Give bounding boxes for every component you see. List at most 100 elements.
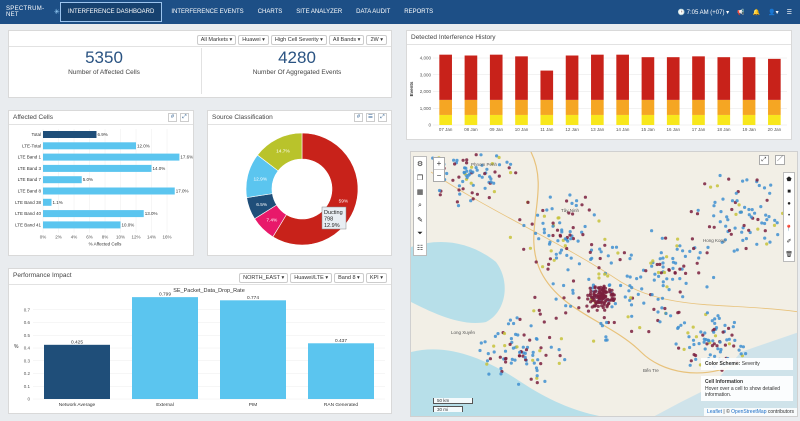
bell-icon[interactable]: 🔔	[752, 9, 761, 16]
cell-marker	[588, 250, 592, 254]
bar-segment-high	[616, 54, 629, 100]
cell-marker	[704, 338, 708, 342]
severity-filter[interactable]: High Cell Severity ▾	[270, 35, 327, 45]
slice-label: 59%	[339, 199, 349, 205]
slice-label: 14.7%	[276, 148, 290, 154]
perf-band-filter[interactable]: Band 8 ▾	[334, 273, 364, 283]
tech-filter[interactable]: Huawei/LTE ▾	[290, 273, 333, 283]
cell-marker	[555, 228, 560, 232]
map-canvas[interactable]: Hong Kong Phnom Penh Long Xuyên Tây Ninh Bến…	[411, 152, 798, 417]
cell-marker	[690, 237, 694, 241]
osm-link[interactable]: OpenStreetMap	[731, 409, 767, 415]
rectangle-icon[interactable]: ■	[787, 189, 791, 195]
announcement-icon[interactable]: 📢	[737, 9, 745, 16]
cell-marker	[517, 382, 521, 386]
cell-marker	[503, 344, 507, 348]
cell-marker	[592, 213, 596, 217]
zoom-in-button[interactable]: +	[436, 159, 442, 168]
x-tick-label: 8%	[102, 235, 109, 240]
cell-marker	[724, 224, 728, 228]
cell-marker	[563, 358, 567, 362]
affected-cells-title: Affected Cells	[13, 114, 53, 121]
bar-segment-high	[540, 70, 554, 100]
cell-marker	[636, 292, 640, 296]
nav-site-analyzer[interactable]: SITE ANALYZER	[296, 9, 343, 15]
polygon-icon[interactable]: ⬟	[786, 177, 792, 183]
cell-marker	[658, 320, 662, 324]
band-filter[interactable]: All Bands ▾	[328, 35, 365, 45]
y-tick-label: 4,000	[420, 56, 432, 61]
edit-icon[interactable]: ✐	[786, 239, 792, 245]
cell-marker	[674, 342, 678, 346]
hash-icon[interactable]: #	[354, 113, 363, 122]
nav-interference-events[interactable]: INTERFERENCE EVENTS	[171, 9, 244, 15]
kpi-filter[interactable]: KPI ▾	[365, 273, 387, 283]
x-tick-label: PIM	[249, 402, 258, 408]
slice-label: 12.9%	[254, 176, 268, 182]
hash-icon[interactable]: #	[168, 113, 177, 122]
cell-marker	[522, 247, 526, 251]
bar-segment-low	[464, 114, 478, 125]
circle-icon[interactable]: ●	[787, 201, 791, 207]
circle-marker-icon[interactable]: •	[787, 213, 791, 219]
draw-line-icon[interactable]: ／	[775, 155, 785, 165]
cell-marker	[607, 301, 611, 305]
cell-marker	[455, 200, 459, 204]
color-scheme-legend[interactable]: Color Scheme: Severity	[701, 358, 793, 370]
cell-marker	[548, 335, 552, 340]
bar-category-label: LTE Band 1	[18, 155, 42, 160]
clock-display[interactable]: 🕒 7:05 AM (+07) ▾	[677, 9, 730, 16]
menu-icon[interactable]: ☰	[786, 9, 792, 16]
cell-marker	[595, 308, 599, 312]
cell-marker	[739, 344, 743, 348]
expand-icon[interactable]: ⤢	[378, 113, 387, 122]
nav-interference-dashboard[interactable]: INTERFERENCE DASHBOARD	[60, 2, 163, 22]
cell-marker	[757, 183, 761, 188]
expand-icon[interactable]: ⤢	[180, 113, 189, 122]
zoom-out-button[interactable]: −	[434, 169, 444, 181]
trash-icon[interactable]: 🗑	[785, 252, 793, 258]
leaflet-link[interactable]: Leaflet	[707, 409, 723, 415]
cell-map[interactable]: Hong Kong Phnom Penh Long Xuyên Tây Ninh Bến…	[410, 151, 798, 417]
cell-info-text: Hover over a cell to show detailed infor…	[705, 386, 781, 398]
region-filter[interactable]: NORTH_EAST ▾	[239, 273, 289, 283]
cell-marker	[497, 155, 501, 160]
cell-marker	[727, 177, 731, 181]
cell-marker	[598, 247, 602, 251]
layers-icon[interactable]: ❐	[416, 175, 424, 182]
nav-reports[interactable]: REPORTS	[404, 9, 434, 15]
cell-marker	[590, 243, 594, 247]
user-icon[interactable]: 👤▾	[768, 9, 779, 16]
list-icon[interactable]: ☰	[366, 113, 375, 122]
cell-marker	[506, 322, 511, 326]
brush-icon[interactable]: ✎	[417, 217, 423, 224]
cell-marker	[695, 261, 699, 265]
cell-marker	[503, 357, 507, 361]
search-icon[interactable]: ⌕	[418, 202, 422, 209]
cell-marker	[694, 353, 698, 358]
cell-marker	[709, 185, 713, 189]
cell-marker	[539, 362, 543, 366]
marker-icon[interactable]: 📍	[785, 226, 793, 232]
settings-icon[interactable]: ⚙	[416, 161, 424, 168]
y-tick-label: 0.4	[24, 346, 31, 351]
vendor-filter[interactable]: Huawei ▾	[238, 35, 269, 45]
cell-marker	[587, 277, 591, 281]
nav-charts[interactable]: CHARTS	[257, 9, 283, 15]
cell-marker	[583, 224, 587, 229]
cell-marker	[547, 234, 551, 238]
market-filter[interactable]: All Markets ▾	[196, 35, 237, 45]
y-tick-label: 0	[27, 397, 30, 402]
nav-data-audit[interactable]: DATA AUDIT	[356, 9, 391, 15]
filter-icon[interactable]: ⏷	[417, 230, 423, 237]
cell-marker	[523, 351, 527, 355]
cell-marker	[549, 249, 553, 253]
cell-marker	[470, 191, 474, 195]
brand-logo[interactable]: SPECTRUM-NET ✳	[0, 6, 60, 18]
list-icon[interactable]: ☷	[416, 245, 424, 252]
map-icon[interactable]: ▦	[416, 189, 424, 196]
bar-value-label: 0.774	[247, 295, 259, 301]
cell-marker	[650, 229, 654, 233]
period-filter[interactable]: 2W ▾	[366, 35, 387, 45]
fullscreen-icon[interactable]: ⤢	[759, 155, 769, 165]
